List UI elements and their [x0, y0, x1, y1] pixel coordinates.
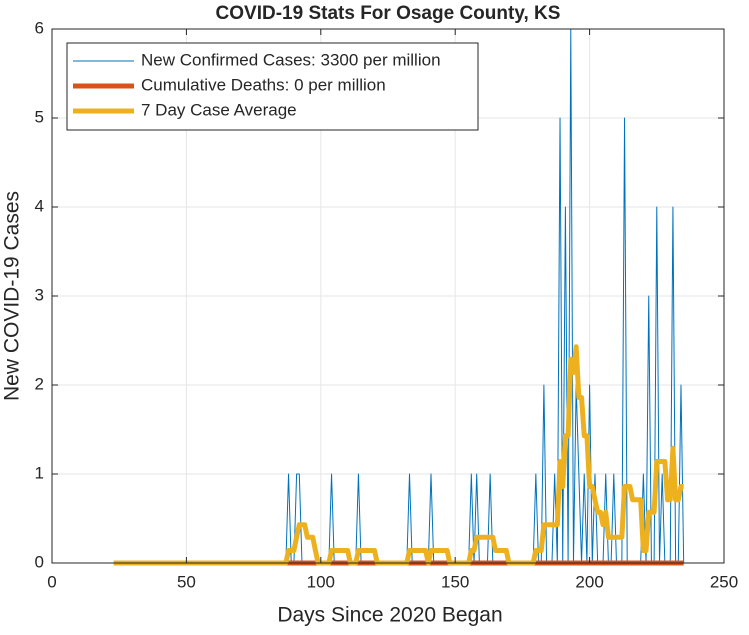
- y-tick-label: 0: [35, 552, 44, 571]
- y-tick-label: 3: [35, 285, 44, 304]
- legend-label: 7 Day Case Average: [141, 100, 297, 119]
- x-tick-label: 200: [575, 572, 603, 591]
- legend-box: [66, 42, 479, 131]
- chart-title: COVID-19 Stats For Osage County, KS: [216, 3, 561, 24]
- legend-label: Cumulative Deaths: 0 per million: [141, 75, 386, 94]
- y-tick-label: 6: [35, 18, 44, 37]
- legend-label: New Confirmed Cases: 3300 per million: [141, 50, 441, 69]
- y-tick-label: 5: [35, 107, 44, 126]
- y-tick-label: 2: [35, 374, 44, 393]
- x-tick-label: 100: [307, 572, 335, 591]
- x-tick-label: 50: [177, 572, 196, 591]
- x-axis-label: Days Since 2020 Began: [277, 604, 502, 627]
- y-tick-label: 1: [35, 463, 44, 482]
- y-tick-label: 4: [35, 196, 44, 215]
- x-tick-label: 250: [710, 572, 738, 591]
- y-axis-label: New COVID-19 Cases: [1, 191, 24, 401]
- x-tick-label: 0: [47, 572, 56, 591]
- x-tick-label: 150: [441, 572, 469, 591]
